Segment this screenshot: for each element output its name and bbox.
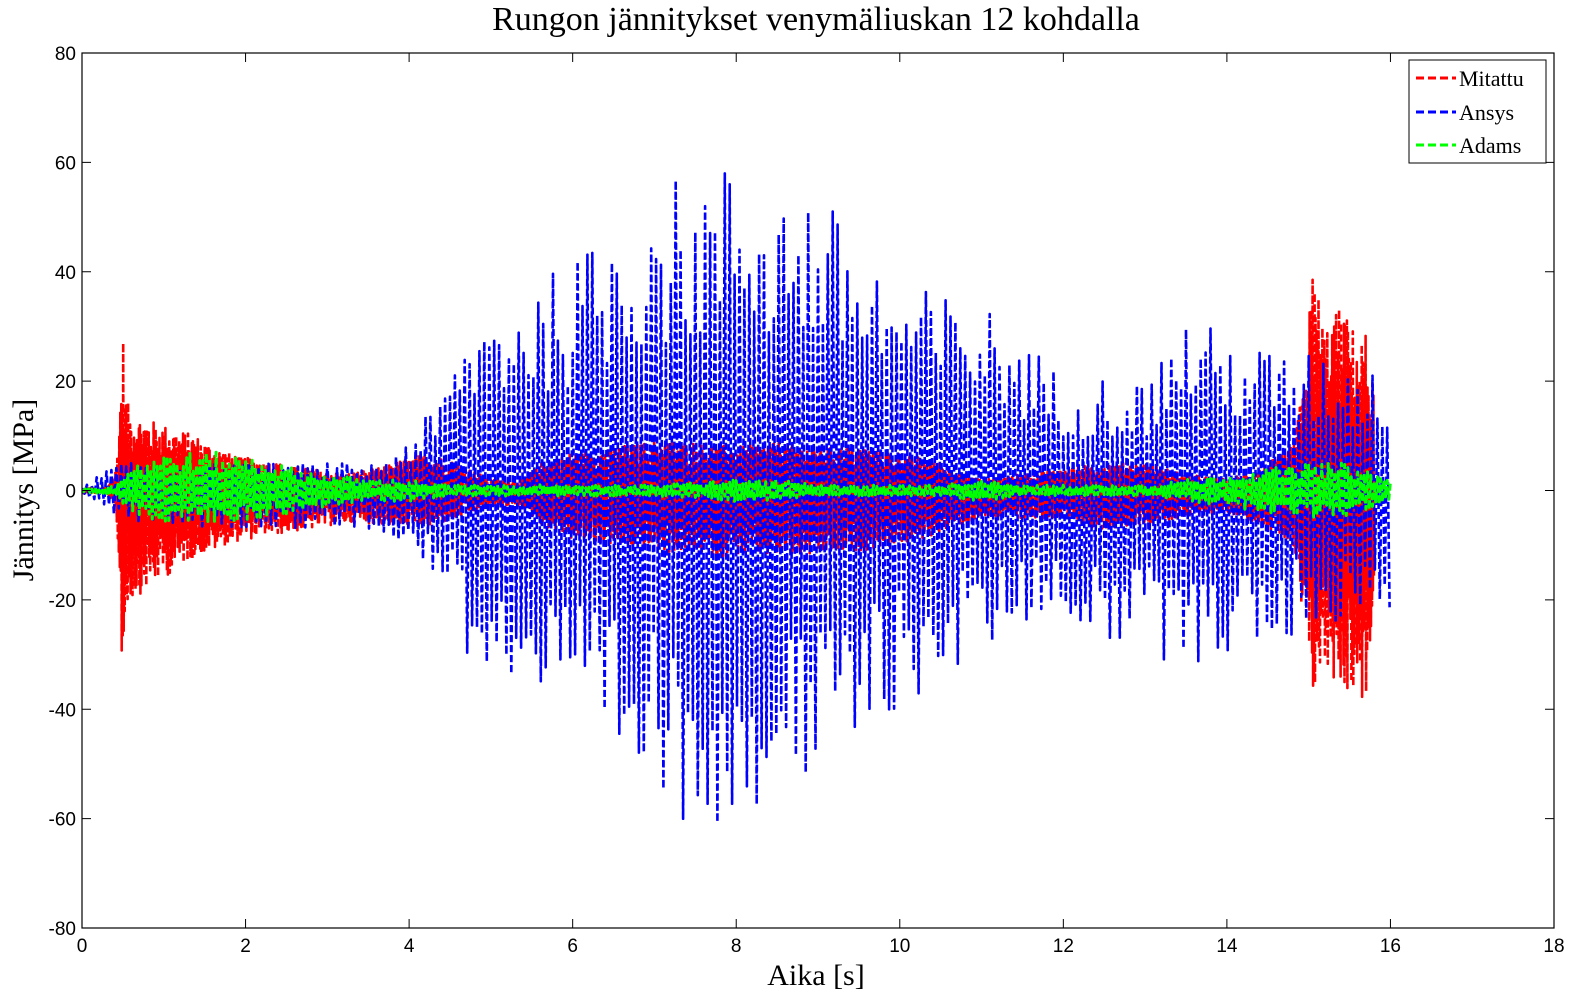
legend-label-ansys: Ansys bbox=[1459, 100, 1514, 125]
x-tick-label: 6 bbox=[567, 936, 578, 957]
y-tick-label: 80 bbox=[55, 44, 76, 65]
legend-item-ansys: Ansys bbox=[1416, 100, 1514, 125]
ticks-layer: 0 2 4 6 8 10 12 14 16 18 80 60 40 20 0 -20 -40 -60 -80 bbox=[49, 44, 1565, 957]
x-tick-label: 12 bbox=[1053, 936, 1074, 957]
chart-title: Rungon jännitykset venymäliuskan 12 kohd… bbox=[492, 1, 1140, 38]
y-tick-label: 60 bbox=[55, 153, 76, 174]
x-tick-label: 18 bbox=[1543, 936, 1564, 957]
legend-item-adams: Adams bbox=[1416, 133, 1521, 158]
legend-label-adams: Adams bbox=[1459, 133, 1521, 158]
y-tick-label: 20 bbox=[55, 372, 76, 393]
series-line-adams bbox=[82, 450, 1392, 523]
series-layer bbox=[82, 172, 1392, 824]
y-tick-label: 0 bbox=[65, 482, 76, 503]
plot-area: 0 2 4 6 8 10 12 14 16 18 80 60 40 20 0 -20 -40 -60 -80 bbox=[49, 44, 1565, 957]
y-tick-label: -40 bbox=[49, 700, 76, 721]
x-tick-label: 2 bbox=[240, 936, 251, 957]
y-tick-label: 40 bbox=[55, 263, 76, 284]
y-tick-label: -80 bbox=[49, 919, 76, 940]
x-tick-label: 0 bbox=[77, 936, 88, 957]
y-axis-label: Jännitys [MPa] bbox=[7, 399, 40, 582]
x-tick-label: 10 bbox=[889, 936, 910, 957]
x-tick-label: 8 bbox=[731, 936, 742, 957]
x-axis-label: Aika [s] bbox=[767, 959, 864, 992]
y-tick-label: -20 bbox=[49, 591, 76, 612]
x-tick-label: 4 bbox=[404, 936, 415, 957]
legend: Mitattu Ansys Adams bbox=[1408, 59, 1547, 164]
x-tick-label: 16 bbox=[1380, 936, 1401, 957]
legend-label-mitattu: Mitattu bbox=[1459, 66, 1524, 91]
x-tick-label: 14 bbox=[1216, 936, 1238, 957]
y-tick-label: -60 bbox=[49, 810, 76, 831]
legend-item-mitattu: Mitattu bbox=[1416, 66, 1524, 91]
